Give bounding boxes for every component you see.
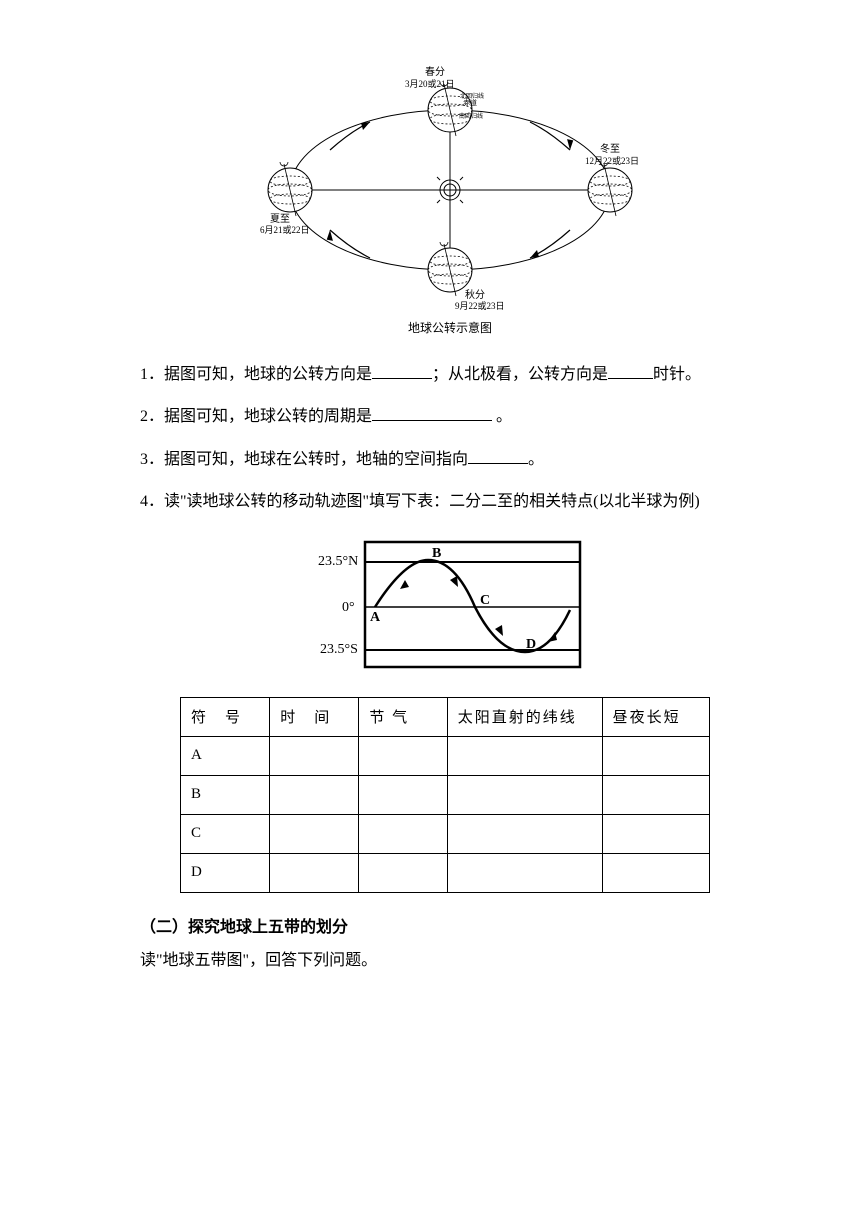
table-row: D: [181, 853, 710, 892]
sun-path-diagram: 23.5°N 0° 23.5°S A B C D: [310, 532, 590, 682]
point-d: D: [526, 637, 536, 652]
cell-b: B: [181, 775, 270, 814]
blank-2[interactable]: [372, 404, 492, 421]
th-daynight: 昼夜长短: [602, 697, 709, 736]
point-a: A: [370, 610, 381, 625]
spring-date: 3月20或21日: [405, 78, 455, 89]
question-2: 2．据图可知，地球公转的周期是 。: [140, 398, 760, 436]
autumn-date: 9月22或23日: [455, 300, 505, 310]
autumn-label: 秋分: [465, 288, 485, 301]
question-3: 3．据图可知，地球在公转时，地轴的空间指向。: [140, 441, 760, 479]
earth-orbit-diagram: 春分 3月20或21日 赤道 北回归线 南回归线 冬至 12月22或23日: [250, 60, 650, 310]
th-symbol: 符 号: [181, 697, 270, 736]
blank-1b[interactable]: [608, 362, 653, 379]
point-b: B: [432, 546, 441, 561]
winter-label: 冬至: [600, 142, 620, 155]
sine-diagram-container: 23.5°N 0° 23.5°S A B C D: [140, 532, 760, 682]
blank-1a[interactable]: [372, 362, 432, 379]
table-row: A: [181, 736, 710, 775]
th-term: 节 气: [359, 697, 447, 736]
lat-s-label: 23.5°S: [320, 642, 358, 657]
tropic-s-label: 南回归线: [459, 112, 483, 120]
th-latitude: 太阳直射的纬线: [447, 697, 602, 736]
diagram1-caption: 地球公转示意图: [250, 319, 650, 336]
cell-a: A: [181, 736, 270, 775]
orbit-diagram-container: 春分 3月20或21日 赤道 北回归线 南回归线 冬至 12月22或23日: [140, 60, 760, 336]
summer-date: 6月21或22日: [260, 224, 310, 235]
th-time: 时 间: [270, 697, 359, 736]
section-2-body: 读"地球五带图"，回答下列问题。: [140, 945, 760, 977]
question-4: 4．读"读地球公转的移动轨迹图"填写下表：二分二至的相关特点(以北半球为例): [140, 483, 760, 521]
solar-terms-table: 符 号 时 间 节 气 太阳直射的纬线 昼夜长短 A B C D: [180, 697, 710, 893]
winter-date: 12月22或23日: [585, 155, 639, 166]
table-header-row: 符 号 时 间 节 气 太阳直射的纬线 昼夜长短: [181, 697, 710, 736]
lat-n-label: 23.5°N: [318, 554, 358, 569]
table-row: C: [181, 814, 710, 853]
lat-0-label: 0°: [342, 600, 355, 615]
tropic-n-label: 北回归线: [460, 92, 484, 100]
table-row: B: [181, 775, 710, 814]
cell-d: D: [181, 853, 270, 892]
point-c: C: [480, 593, 490, 608]
summer-label: 夏至: [270, 213, 290, 225]
question-1: 1．据图可知，地球的公转方向是；从北极看，公转方向是时针。: [140, 356, 760, 394]
spring-label: 春分: [425, 66, 445, 78]
cell-c: C: [181, 814, 270, 853]
section-2-heading: （二）探究地球上五带的划分: [140, 913, 760, 937]
blank-3[interactable]: [468, 447, 528, 464]
